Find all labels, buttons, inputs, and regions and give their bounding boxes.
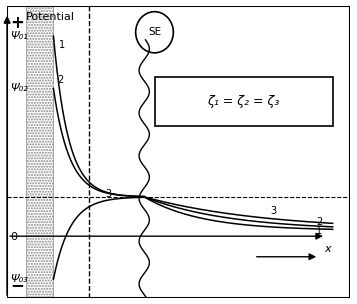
Text: 3: 3 bbox=[270, 206, 276, 216]
Bar bbox=[26, 6, 54, 298]
Text: x: x bbox=[324, 244, 331, 254]
Text: Ψ₀₂: Ψ₀₂ bbox=[10, 83, 27, 93]
Text: 3: 3 bbox=[105, 188, 111, 199]
Text: SE: SE bbox=[148, 27, 161, 37]
Text: 2: 2 bbox=[57, 75, 63, 85]
Text: 1: 1 bbox=[59, 40, 65, 50]
Text: 0: 0 bbox=[10, 232, 17, 242]
Bar bbox=[155, 77, 333, 126]
Text: 1: 1 bbox=[316, 226, 322, 236]
Text: +: + bbox=[10, 14, 24, 32]
Text: Potential: Potential bbox=[26, 12, 75, 22]
Text: Ψ₀₃: Ψ₀₃ bbox=[10, 274, 27, 284]
Text: Ψ₀₁: Ψ₀₁ bbox=[10, 31, 27, 41]
Text: ζ₁ = ζ₂ = ζ₃: ζ₁ = ζ₂ = ζ₃ bbox=[207, 95, 280, 108]
Text: 2: 2 bbox=[316, 217, 322, 227]
Text: −: − bbox=[10, 276, 24, 294]
